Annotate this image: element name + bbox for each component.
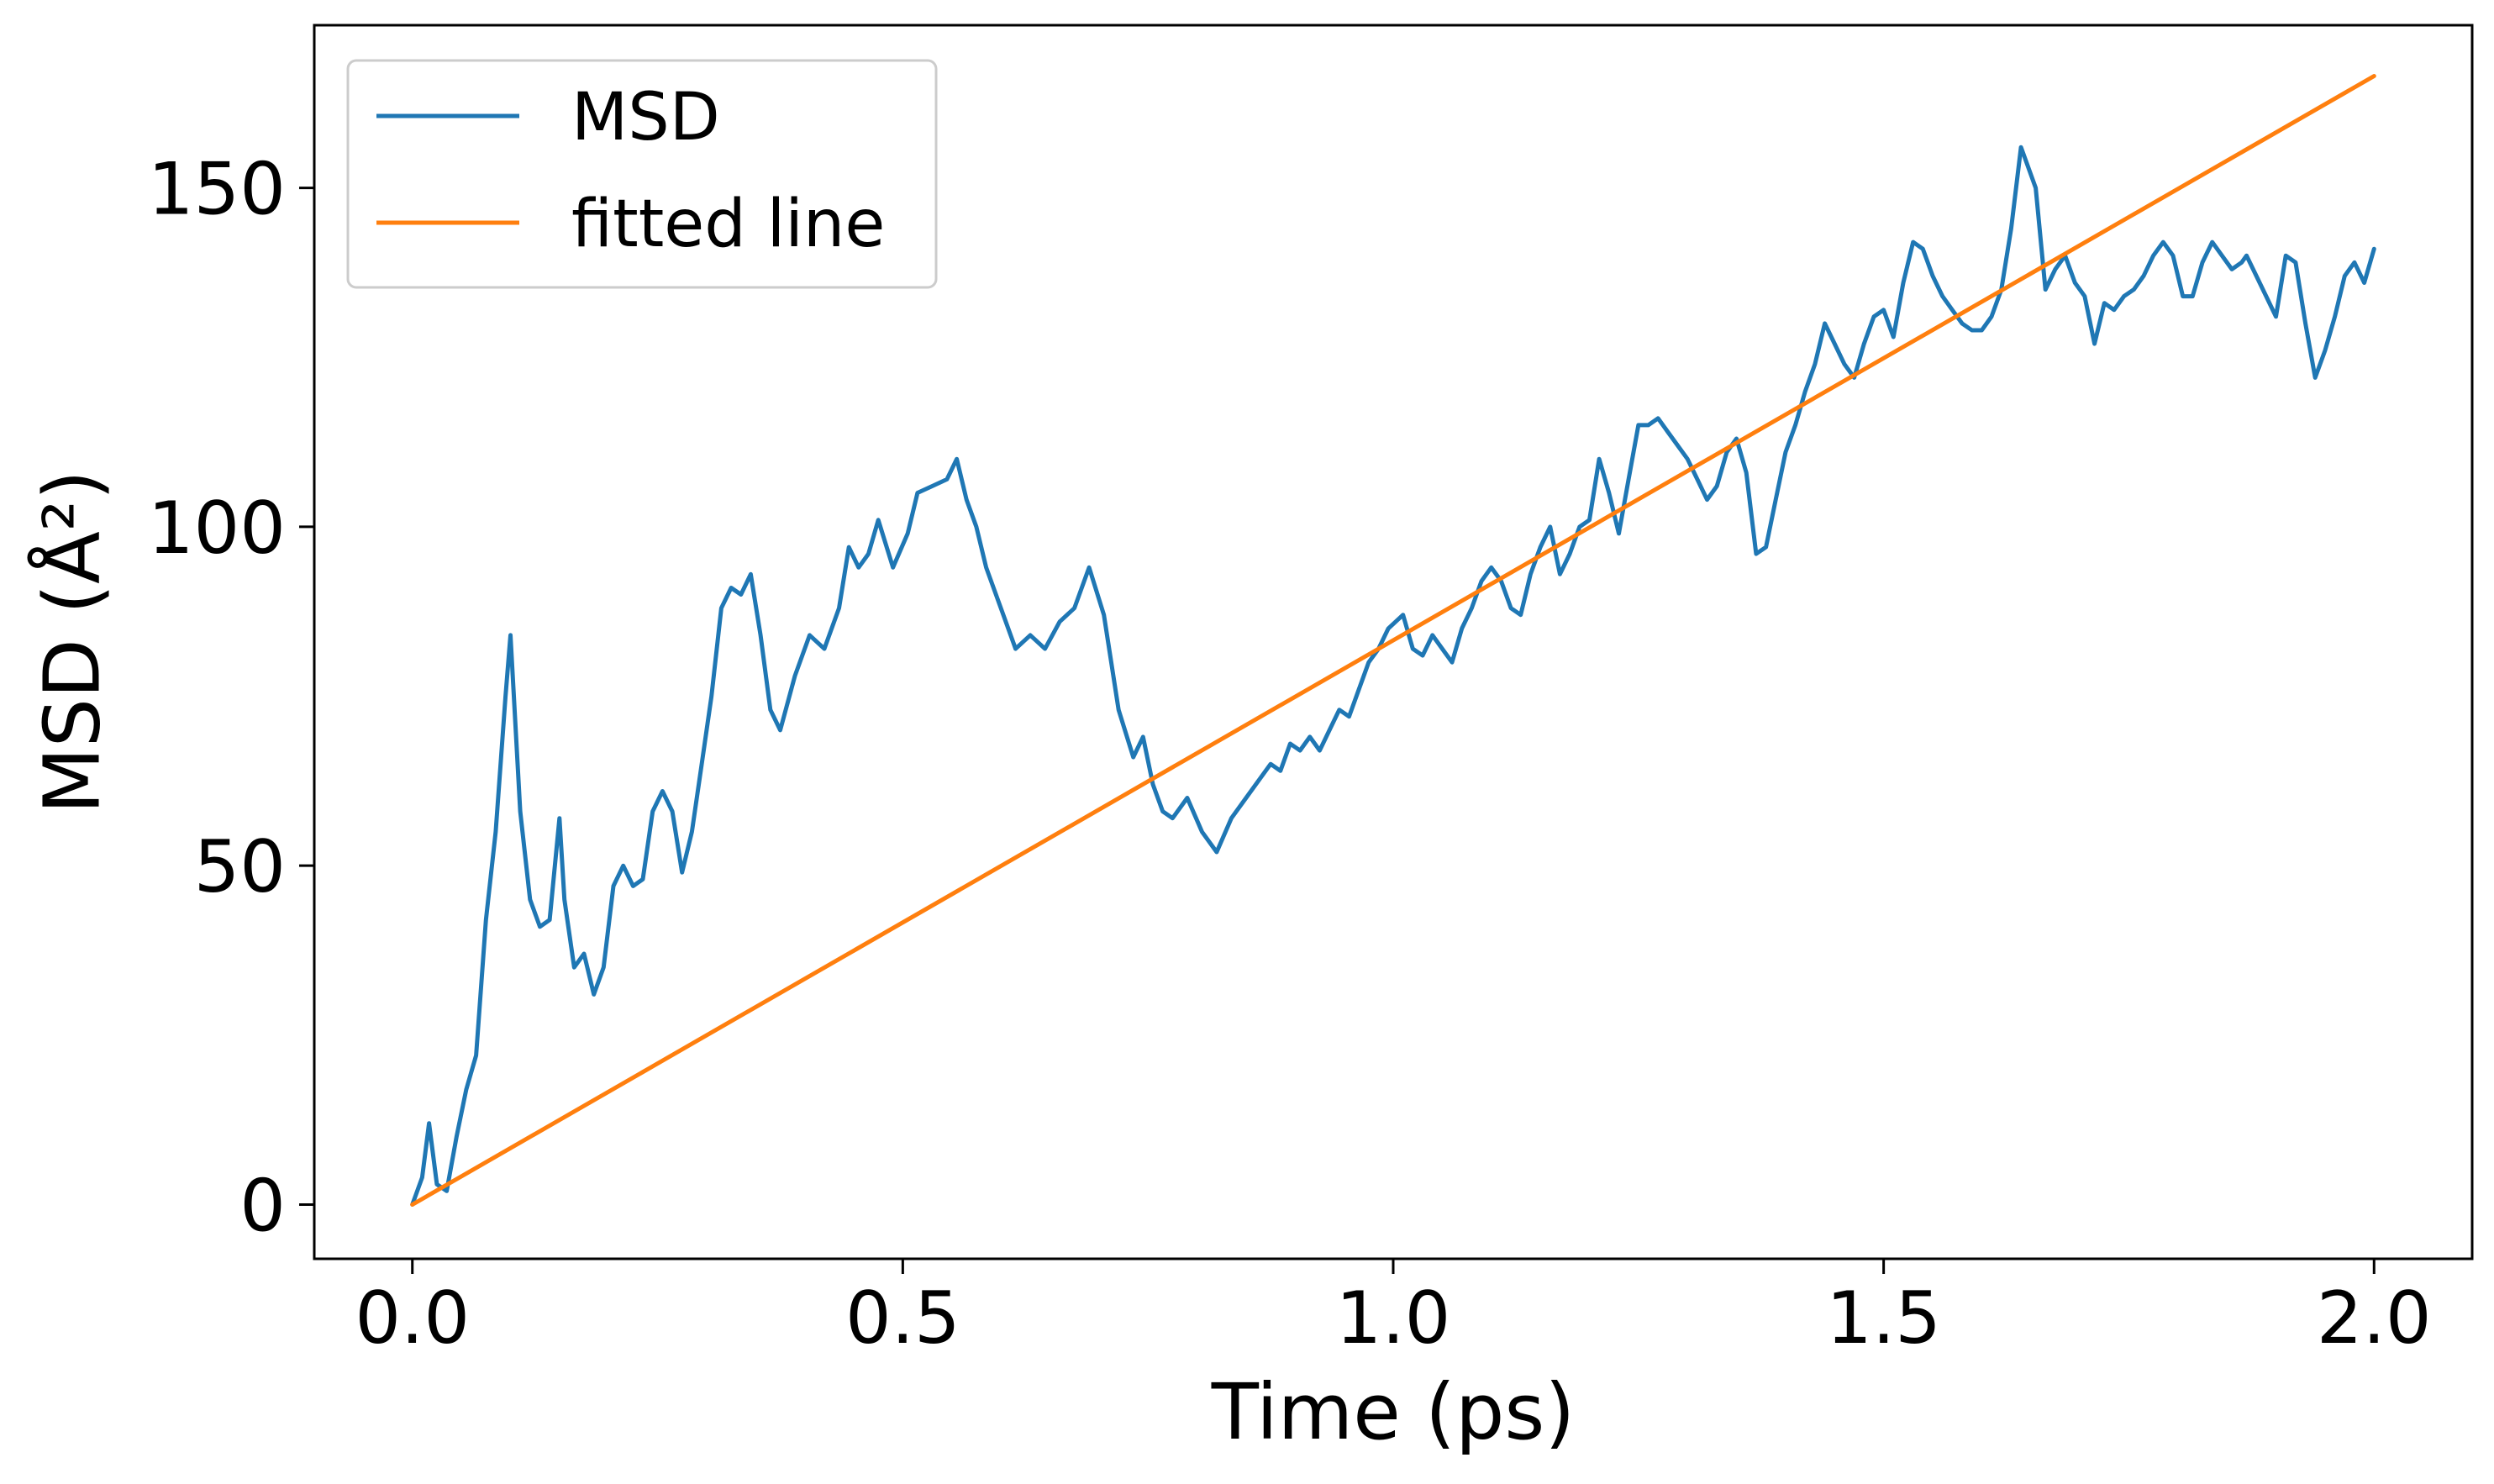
x-tick-label: 0.5 [845,1276,960,1360]
x-tick-label: 0.0 [355,1276,470,1360]
y-axis-label: MSD (Å²) [26,470,117,813]
x-tick-label: 1.5 [1826,1276,1941,1360]
legend-label: MSD [571,80,720,155]
y-tick-label: 150 [148,148,286,232]
series-line-fitted-line [410,74,2376,1207]
plot-area [410,74,2376,1207]
legend: MSD fitted line [346,59,938,289]
y-tick-label: 50 [194,825,286,909]
y-tick-label: 0 [239,1164,286,1248]
series-line-msd [410,145,2376,1207]
x-tick-label: 2.0 [2317,1276,2432,1360]
y-tick-label: 100 [148,487,286,571]
legend-label: fitted line [571,187,885,262]
x-axis-label: Time (ps) [1211,1367,1576,1457]
axes: 0.0 0.5 1.0 1.5 2.0 0 50 100 150 [148,24,2474,1360]
x-tick-label: 1.0 [1336,1276,1451,1360]
